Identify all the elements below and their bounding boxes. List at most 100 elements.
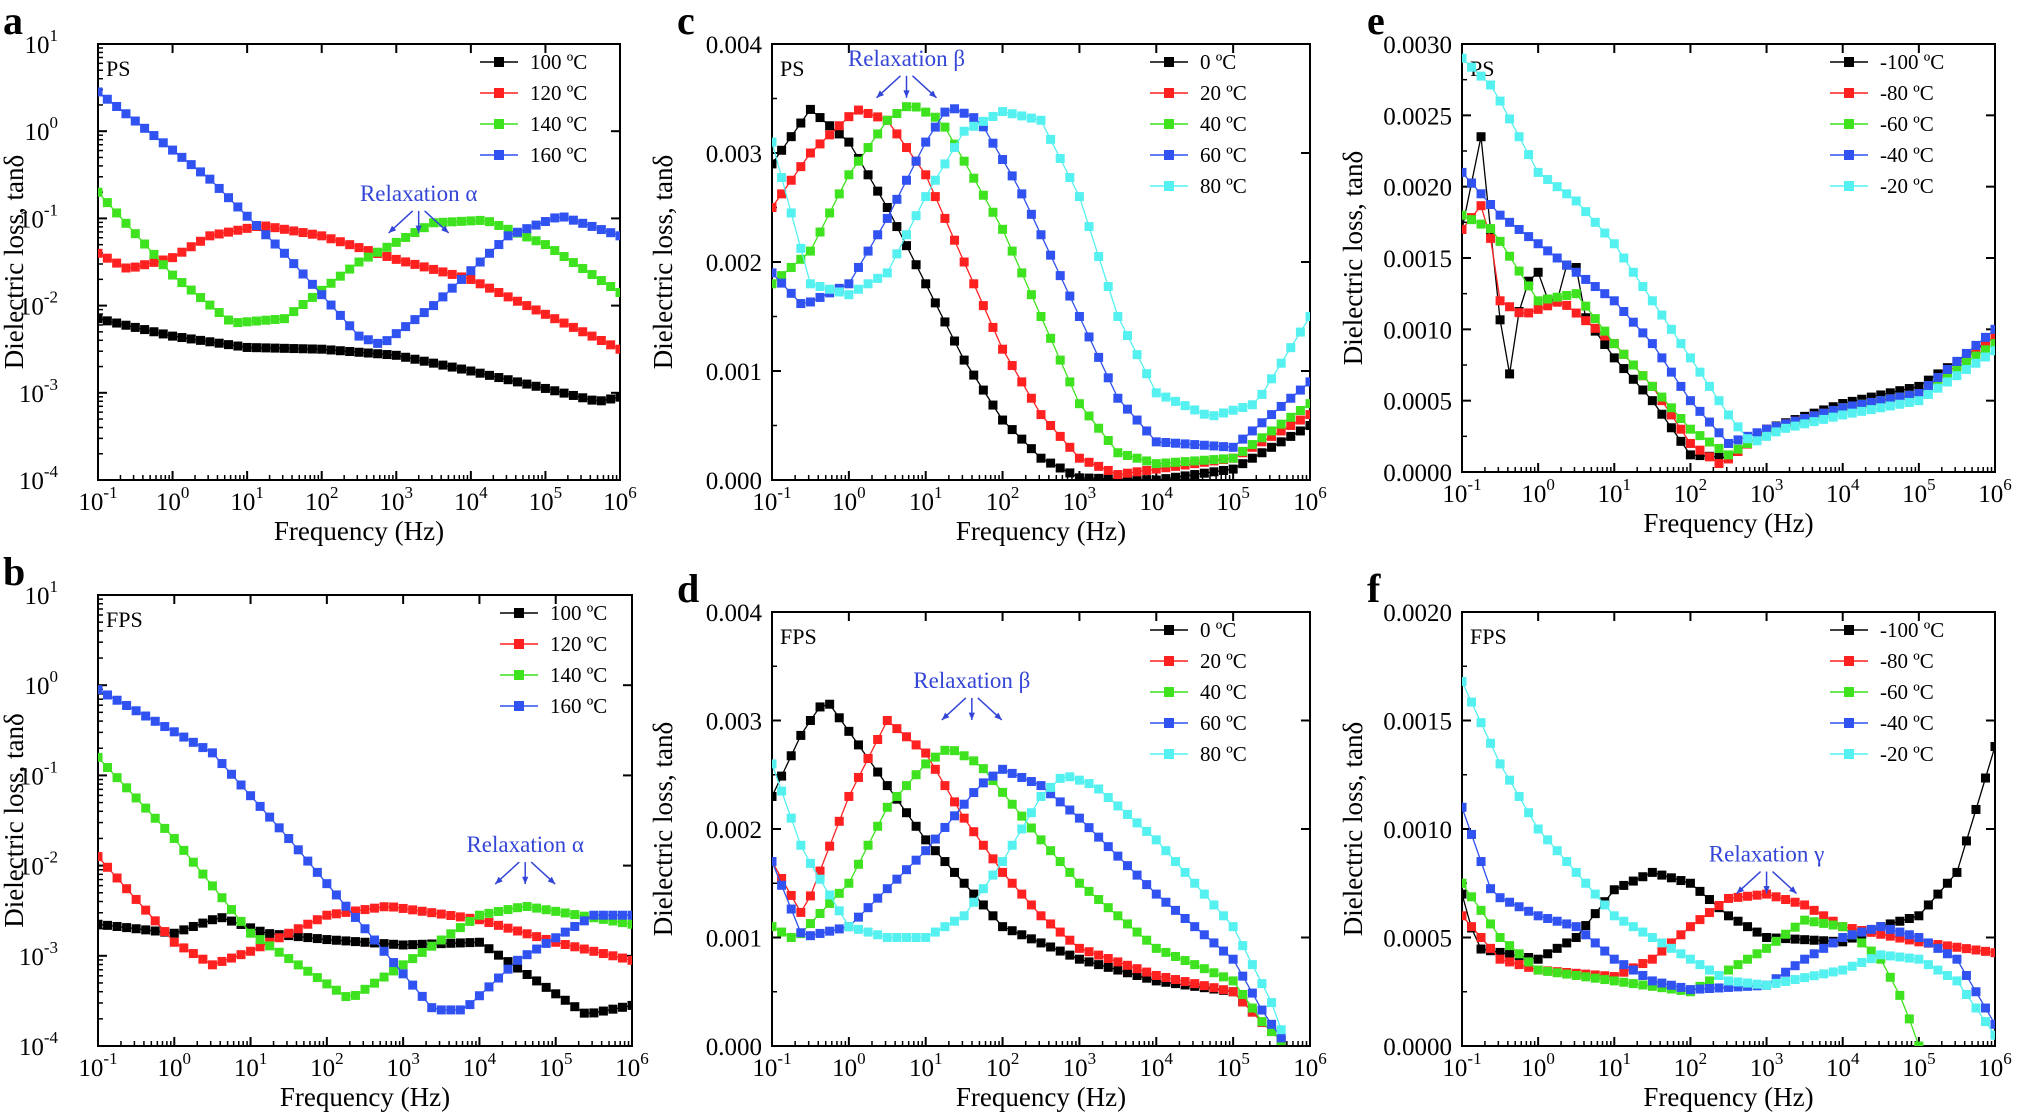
y-tick-label: 0.000: [706, 1034, 762, 1061]
y-axis-label: Dielectric loss, tanδ: [0, 155, 29, 369]
data-point: [1704, 965, 1714, 975]
data-point: [1714, 443, 1724, 453]
x-tick-label: 102: [986, 483, 1020, 516]
data-point: [341, 907, 351, 917]
data-point: [312, 934, 322, 944]
y-tick-label: 0.0030: [1383, 32, 1452, 59]
data-point: [988, 111, 998, 121]
data-point: [1267, 1019, 1277, 1029]
data-point: [1036, 781, 1046, 791]
panel-letter: b: [3, 549, 25, 594]
y-tick-label: 0.003: [706, 141, 762, 168]
data-point: [1132, 927, 1142, 937]
data-point: [815, 282, 825, 292]
x-tick-base: 10: [1442, 481, 1467, 508]
data-point: [112, 101, 122, 111]
data-point: [1952, 976, 1962, 986]
data-point: [911, 156, 921, 166]
data-point: [130, 322, 140, 332]
data-point: [978, 122, 988, 132]
x-tick-base: 10: [78, 1055, 103, 1082]
x-tick-base: 10: [603, 489, 628, 516]
data-point: [360, 937, 370, 947]
data-point: [224, 227, 233, 237]
data-point: [1495, 759, 1505, 769]
y-tick-exponent: -2: [44, 848, 58, 867]
legend-marker: [1164, 625, 1174, 635]
data-point: [587, 221, 597, 231]
legend-marker: [1844, 181, 1854, 191]
data-point: [834, 816, 844, 826]
data-point: [834, 906, 844, 916]
x-tick-base: 10: [1521, 481, 1546, 508]
data-point: [1838, 965, 1848, 975]
data-point: [1084, 779, 1094, 789]
legend-marker: [1844, 88, 1854, 98]
data-point: [1161, 846, 1171, 856]
data-point: [1476, 71, 1486, 81]
data-point: [1895, 399, 1905, 409]
data-point: [168, 270, 178, 280]
data-point: [455, 923, 465, 933]
data-point: [331, 909, 341, 919]
data-point: [1209, 441, 1219, 451]
data-point: [902, 781, 911, 791]
data-point: [1219, 408, 1229, 418]
data-point: [307, 279, 317, 289]
data-point: [1228, 453, 1238, 463]
data-point: [1904, 930, 1914, 940]
data-point: [1074, 399, 1084, 409]
data-point: [512, 227, 522, 237]
data-point: [1257, 418, 1267, 428]
data-point: [522, 379, 532, 389]
data-point: [786, 132, 796, 142]
data-point: [772, 268, 777, 278]
data-point: [1055, 927, 1065, 937]
data-point: [1055, 153, 1065, 163]
data-point: [1074, 775, 1084, 785]
data-point: [892, 222, 902, 232]
data-point: [1036, 835, 1046, 845]
data-point: [429, 358, 439, 368]
data-point: [379, 972, 389, 982]
data-point: [140, 123, 150, 133]
x-tick-label: 102: [986, 1049, 1020, 1082]
data-point: [615, 392, 620, 402]
data-point: [1199, 964, 1209, 974]
data-point: [1685, 922, 1695, 932]
data-point: [1590, 282, 1600, 292]
data-point: [969, 756, 979, 766]
y-tick-label: 0.001: [706, 926, 762, 953]
data-point: [98, 752, 103, 762]
data-point: [1171, 905, 1180, 915]
data-point: [1026, 900, 1036, 910]
data-point: [354, 243, 364, 253]
data-point: [1084, 411, 1094, 421]
data-point: [1990, 339, 1995, 349]
data-point: [959, 108, 969, 118]
data-point: [217, 956, 227, 966]
data-point: [270, 223, 280, 233]
data-point: [902, 230, 911, 240]
data-point: [121, 320, 131, 330]
data-point: [1600, 289, 1610, 299]
data-point: [474, 937, 484, 947]
data-point: [902, 865, 911, 875]
data-point: [1151, 943, 1161, 953]
data-point: [988, 854, 998, 864]
data-point: [1524, 906, 1534, 916]
x-axis-label: Frequency (Hz): [956, 516, 1126, 546]
data-point: [1581, 301, 1591, 311]
data-point: [475, 279, 485, 289]
data-point: [1562, 969, 1572, 979]
data-point: [227, 916, 236, 926]
data-point: [410, 228, 420, 238]
data-point: [1476, 905, 1486, 915]
y-tick-exponent: -3: [44, 938, 58, 957]
data-point: [550, 213, 560, 223]
data-point: [227, 769, 236, 779]
data-point: [233, 318, 243, 328]
